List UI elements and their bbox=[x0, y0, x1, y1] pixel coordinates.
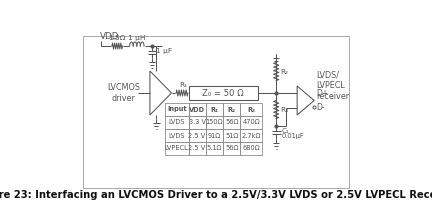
Text: Input: Input bbox=[167, 106, 187, 113]
Bar bbox=[206, 103, 223, 116]
Bar bbox=[188, 103, 206, 116]
Text: 56Ω: 56Ω bbox=[225, 120, 238, 125]
Text: D-: D- bbox=[316, 104, 325, 113]
Text: R₁: R₁ bbox=[210, 106, 218, 113]
Bar bbox=[240, 116, 262, 129]
Bar bbox=[206, 129, 223, 142]
Text: 470Ω: 470Ω bbox=[242, 120, 260, 125]
Text: C₁: C₁ bbox=[281, 128, 289, 134]
Text: LVPECL: LVPECL bbox=[165, 146, 189, 151]
Text: Figure 23: Interfacing an LVCMOS Driver to a 2.5V/3.3V LVDS or 2.5V LVPECL Recei: Figure 23: Interfacing an LVCMOS Driver … bbox=[0, 190, 432, 200]
Bar bbox=[188, 129, 206, 142]
Text: 91Ω: 91Ω bbox=[208, 132, 221, 139]
Text: 1 μF: 1 μF bbox=[156, 48, 172, 54]
Text: D+: D+ bbox=[316, 88, 328, 98]
Text: 680Ω: 680Ω bbox=[242, 146, 260, 151]
Bar bbox=[206, 142, 223, 155]
Text: LVDS: LVDS bbox=[168, 120, 185, 125]
Text: R₃: R₃ bbox=[280, 106, 288, 113]
Text: R₂: R₂ bbox=[228, 106, 236, 113]
Bar bbox=[165, 116, 188, 129]
Bar bbox=[240, 142, 262, 155]
Bar bbox=[188, 86, 258, 100]
Text: 51Ω: 51Ω bbox=[225, 132, 238, 139]
Bar bbox=[165, 129, 188, 142]
Bar bbox=[188, 142, 206, 155]
Text: 2.5 V: 2.5 V bbox=[188, 146, 206, 151]
Text: R₃: R₃ bbox=[247, 106, 255, 113]
Bar bbox=[240, 103, 262, 116]
Bar bbox=[165, 103, 188, 116]
Bar bbox=[83, 36, 349, 188]
Text: LVDS: LVDS bbox=[168, 132, 185, 139]
Text: 0.01μF: 0.01μF bbox=[281, 133, 304, 139]
Bar bbox=[206, 116, 223, 129]
Text: 5.1Ω: 5.1Ω bbox=[206, 146, 222, 151]
Text: LVDS/
LVPECL
receiver: LVDS/ LVPECL receiver bbox=[316, 71, 349, 101]
Bar bbox=[223, 129, 240, 142]
Text: 1.5Ω: 1.5Ω bbox=[108, 35, 126, 41]
Text: 56Ω: 56Ω bbox=[225, 146, 238, 151]
Text: R₁: R₁ bbox=[179, 82, 187, 88]
Text: 2.7kΩ: 2.7kΩ bbox=[241, 132, 260, 139]
Bar bbox=[188, 116, 206, 129]
Text: 3.3 V: 3.3 V bbox=[188, 120, 206, 125]
Bar bbox=[240, 129, 262, 142]
Text: R₂: R₂ bbox=[280, 68, 288, 74]
Bar bbox=[165, 142, 188, 155]
Bar bbox=[223, 142, 240, 155]
Text: VDD: VDD bbox=[189, 106, 205, 113]
Bar bbox=[223, 103, 240, 116]
Bar bbox=[223, 116, 240, 129]
Text: VDD: VDD bbox=[99, 32, 119, 41]
Text: 2.5 V: 2.5 V bbox=[188, 132, 206, 139]
Text: Z₀ = 50 Ω: Z₀ = 50 Ω bbox=[202, 88, 244, 98]
Text: 150Ω: 150Ω bbox=[206, 120, 223, 125]
Text: LVCMOS
driver: LVCMOS driver bbox=[107, 83, 140, 103]
Text: 1 μH: 1 μH bbox=[128, 35, 146, 41]
